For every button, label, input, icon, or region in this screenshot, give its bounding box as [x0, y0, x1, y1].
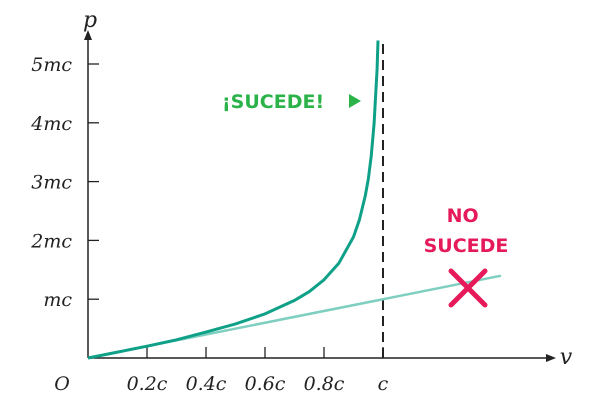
y-tick-label: 4mc: [30, 113, 72, 135]
x-tick-label: 0.4c: [186, 373, 227, 395]
sucede-label: ¡SUCEDE!: [222, 91, 324, 113]
origin-label: O: [54, 373, 70, 395]
y-tick-label: 3mc: [31, 172, 72, 194]
y-tick-label: 2mc: [30, 230, 72, 252]
sucede-arrow-icon: [349, 94, 361, 108]
x-axis-label: v: [560, 345, 573, 370]
x-tick-label: 0.6c: [245, 373, 286, 395]
series-line-relativistic: [87, 40, 380, 360]
y-axis-arrow: [84, 30, 92, 40]
y-tick-label: mc: [43, 289, 72, 311]
x-tick-label: 0.2c: [127, 373, 168, 395]
no-sucede-line-2: SUCEDE: [424, 235, 509, 257]
no-sucede-label: NO SUCEDE: [424, 205, 509, 257]
y-axis-label: p: [83, 8, 97, 33]
x-tick-label: c: [378, 373, 389, 395]
x-tick-label: 0.8c: [304, 373, 345, 395]
ticks-group: 0.2c 0.4c 0.6c 0.8c c mc 2mc 3mc 4mc 5mc: [30, 54, 388, 395]
x-axis-arrow: [546, 354, 556, 362]
no-sucede-line-1: NO: [447, 205, 479, 227]
x-mark-icon: [448, 268, 488, 308]
y-tick-label: 5mc: [31, 54, 72, 76]
